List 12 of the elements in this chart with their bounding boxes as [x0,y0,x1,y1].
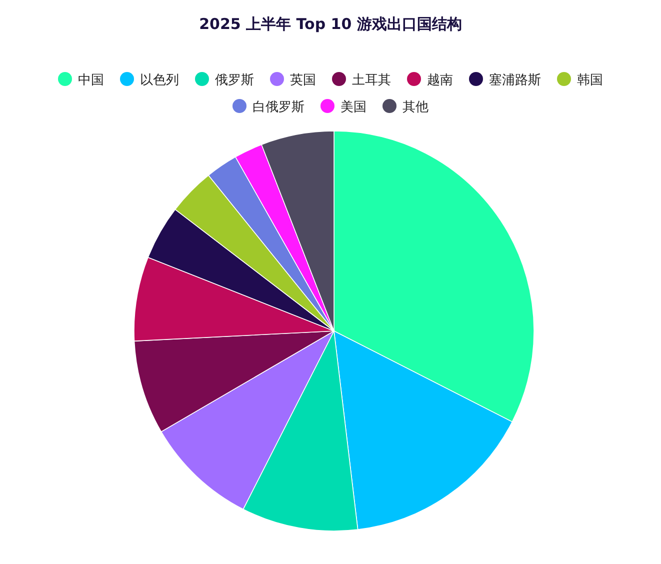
legend-label: 以色列 [140,73,179,88]
legend-label: 塞浦路斯 [489,72,541,88]
legend-label: 韩国 [577,73,603,88]
legend-label: 美国 [340,99,366,115]
legend-label: 英国 [290,73,316,88]
chart-title: 2025 上半年 Top 10 游戏出口国结构 [199,15,462,33]
legend-label: 越南 [427,73,453,88]
legend-label: 中国 [78,73,104,88]
legend-label: 俄罗斯 [215,73,254,88]
legend-label: 其他 [402,100,428,115]
legend-label: 白俄罗斯 [252,100,304,115]
legend-label: 土耳其 [352,73,391,88]
